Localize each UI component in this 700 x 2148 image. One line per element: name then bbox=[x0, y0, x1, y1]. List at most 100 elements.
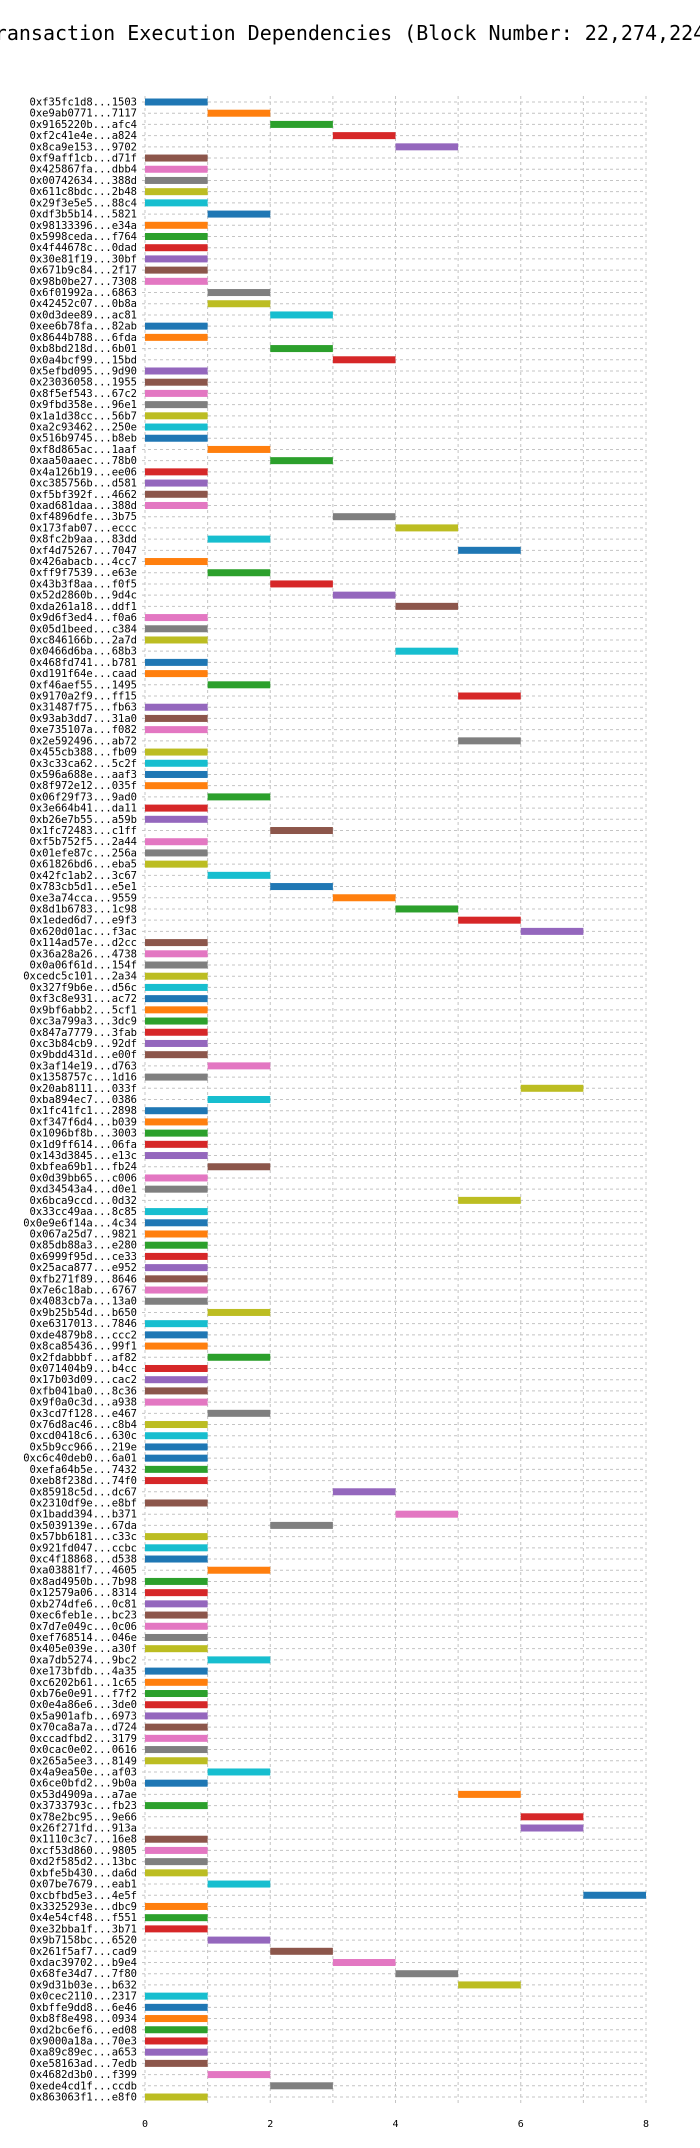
y-tick-label: 0x1358757c...1d16 bbox=[30, 1072, 137, 1084]
y-tick-label: 0x4682d3b0...f399 bbox=[30, 2069, 137, 2081]
y-tick-label: 0xe735107a...f082 bbox=[30, 724, 137, 736]
task-bar bbox=[145, 860, 208, 868]
y-tick-label: 0x8ad4950b...7b98 bbox=[30, 1576, 137, 1588]
y-tick-label: 0xc385756b...d581 bbox=[30, 478, 137, 490]
task-bar bbox=[145, 378, 208, 386]
task-bar bbox=[145, 1645, 208, 1653]
task-bar bbox=[395, 905, 459, 913]
y-tick-label: 0x1d9ff614...06fa bbox=[30, 1139, 137, 1151]
y-tick-label: 0x8ca85436...99f1 bbox=[30, 1341, 137, 1353]
task-bar bbox=[145, 815, 208, 823]
task-bar bbox=[207, 210, 271, 218]
task-bar bbox=[145, 232, 208, 240]
y-tick-label: 0x596a688e...aaf3 bbox=[30, 769, 137, 781]
y-tick-label: 0x36a28a26...4738 bbox=[30, 948, 137, 960]
y-tick-label: 0x9b7158bc...6520 bbox=[30, 1935, 137, 1947]
y-tick-label: 0xc6202b61...1c65 bbox=[30, 1677, 137, 1689]
task-bar bbox=[520, 1084, 584, 1092]
y-tick-label: 0xba894ec7...0386 bbox=[30, 1094, 137, 1106]
task-bar bbox=[145, 1577, 208, 1585]
y-tick-label: 0x4a9ea50e...af03 bbox=[30, 1766, 137, 1778]
y-tick-label: 0x0cec2110...2317 bbox=[30, 1991, 137, 2003]
y-tick-label: 0x1110c3c7...16e8 bbox=[30, 1834, 137, 1846]
y-tick-label: 0x9d6f3ed4...f0a6 bbox=[30, 612, 137, 624]
y-tick-label: 0xda261a18...ddf1 bbox=[30, 601, 137, 613]
task-bar bbox=[145, 199, 208, 207]
y-tick-label: 0x468fd741...b781 bbox=[30, 657, 137, 669]
y-tick-label: 0x1badd394...b371 bbox=[30, 1509, 137, 1521]
y-tick-label: 0xf5bf392f...4662 bbox=[30, 489, 137, 501]
task-bar bbox=[145, 244, 208, 252]
y-tick-label: 0x671b9c84...2f17 bbox=[30, 265, 137, 277]
task-bar bbox=[145, 1454, 208, 1462]
y-tick-label: 0x067a25d7...9821 bbox=[30, 1228, 137, 1240]
task-bar bbox=[145, 389, 208, 397]
task-bar bbox=[145, 558, 208, 566]
task-bar bbox=[145, 1465, 208, 1473]
y-tick-label: 0xbffe9dd8...6e46 bbox=[30, 2002, 137, 2014]
y-tick-label: 0x70ca8a7a...d724 bbox=[30, 1722, 137, 1734]
task-bar bbox=[145, 1499, 208, 1507]
task-bar bbox=[145, 1364, 208, 1372]
y-tick-label: 0x7e6c18ab...6767 bbox=[30, 1285, 137, 1297]
y-tick-label: 0x261f5af7...cad9 bbox=[30, 1946, 137, 1958]
y-tick-label: 0x327f9b6e...d56c bbox=[30, 982, 137, 994]
y-tick-label: 0x29f3e5e5...88c4 bbox=[30, 197, 137, 209]
y-tick-label: 0x42452c07...0b8a bbox=[30, 298, 137, 310]
x-tick-label: 2 bbox=[267, 2119, 273, 2130]
task-bar bbox=[270, 827, 333, 835]
y-tick-label: 0xc846166b...2a7d bbox=[30, 634, 137, 646]
task-bar bbox=[145, 468, 208, 476]
y-tick-label: 0xe9ab0771...7117 bbox=[30, 108, 137, 120]
task-bar bbox=[207, 1656, 271, 1664]
y-tick-label: 0xa2c93462...250e bbox=[30, 422, 137, 434]
y-tick-label: 0xe58163ad...7edb bbox=[30, 2058, 137, 2070]
task-bar bbox=[145, 1252, 208, 1260]
y-tick-label: 0xeb8f238d...74f0 bbox=[30, 1475, 137, 1487]
task-bar bbox=[207, 445, 271, 453]
y-tick-label: 0x1fc41fc1...2898 bbox=[30, 1105, 137, 1117]
task-bar bbox=[207, 1353, 271, 1361]
task-bar bbox=[145, 670, 208, 678]
task-bar bbox=[145, 221, 208, 229]
y-tick-label: 0x01efe87c...256a bbox=[30, 847, 137, 859]
y-tick-label: 0x6999f95d...ce33 bbox=[30, 1251, 137, 1263]
task-bar bbox=[207, 793, 271, 801]
task-bar bbox=[145, 98, 208, 106]
task-bar bbox=[270, 120, 333, 128]
task-bar bbox=[458, 1790, 521, 1798]
y-tick-label: 0xf4896dfe...3b75 bbox=[30, 511, 137, 523]
y-tick-label: 0x071404b9...b4cc bbox=[30, 1363, 137, 1375]
y-tick-label: 0xa89c89ec...a653 bbox=[30, 2047, 137, 2059]
task-bar bbox=[145, 2048, 208, 2056]
task-bar bbox=[145, 333, 208, 341]
task-bars bbox=[145, 98, 646, 2101]
y-tick-label: 0x68fe34d7...7f80 bbox=[30, 1968, 137, 1980]
task-bar bbox=[583, 1891, 646, 1899]
y-tick-label: 0xcf53d860...9805 bbox=[30, 1845, 137, 1857]
task-bar bbox=[145, 423, 208, 431]
task-bar bbox=[270, 1947, 333, 1955]
y-tick-label: 0xa03881f7...4605 bbox=[30, 1565, 137, 1577]
y-tick-label: 0xf2c41e4e...a824 bbox=[30, 130, 137, 142]
task-bar bbox=[145, 1118, 208, 1126]
task-bar bbox=[145, 1723, 208, 1731]
task-bar bbox=[458, 1196, 521, 1204]
y-tick-label: 0x425867fa...dbb4 bbox=[30, 164, 137, 176]
y-tick-label: 0x53d4909a...a7ae bbox=[30, 1789, 137, 1801]
y-tick-label: 0x76d8ac46...c8b4 bbox=[30, 1419, 137, 1431]
task-bar bbox=[145, 2059, 208, 2067]
task-bar bbox=[145, 1028, 208, 1036]
task-bar bbox=[145, 1286, 208, 1294]
y-tick-label: 0x5998ceda...f764 bbox=[30, 231, 137, 243]
task-bar bbox=[145, 1925, 208, 1933]
y-tick-label: 0x05d1beed...c384 bbox=[30, 623, 137, 635]
task-bar bbox=[145, 2003, 208, 2011]
task-bar bbox=[270, 580, 333, 588]
task-bar bbox=[332, 356, 396, 364]
y-tick-label: 0xdac39702...b9e4 bbox=[30, 1957, 137, 1969]
task-bar bbox=[145, 838, 208, 846]
y-tick-label: 0x5a901afb...6973 bbox=[30, 1710, 137, 1722]
y-tick-label: 0x6ce0bfd2...9b0a bbox=[30, 1778, 137, 1790]
task-bar bbox=[207, 535, 271, 543]
